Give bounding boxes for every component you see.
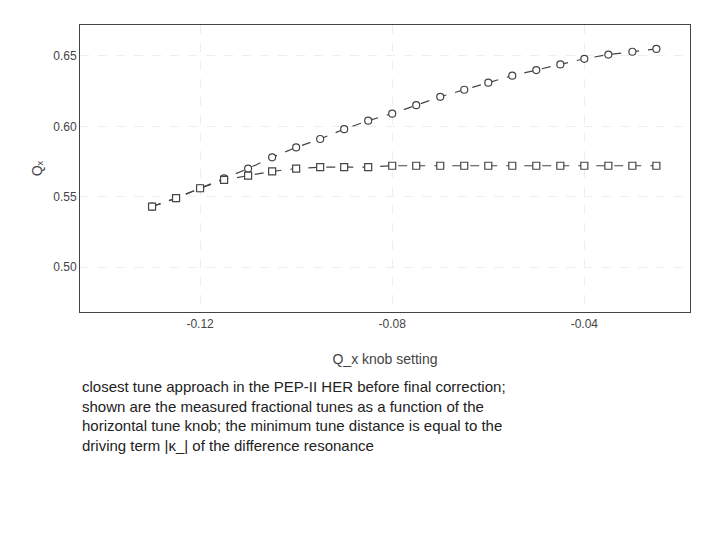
svg-text:0.55: 0.55 [53,190,77,204]
svg-text:Qₓ: Qₓ [29,160,45,176]
svg-text:-0.04: -0.04 [571,317,599,331]
svg-text:0.60: 0.60 [53,120,77,134]
svg-text:0.50: 0.50 [53,260,77,274]
svg-text:-0.08: -0.08 [379,317,407,331]
svg-text:closest tune approach in the P: closest tune approach in the PEP-II HER … [82,378,506,454]
svg-text:-0.12: -0.12 [186,317,214,331]
svg-text:Q_x knob setting: Q_x knob setting [332,351,437,367]
svg-text:0.65: 0.65 [53,49,77,63]
